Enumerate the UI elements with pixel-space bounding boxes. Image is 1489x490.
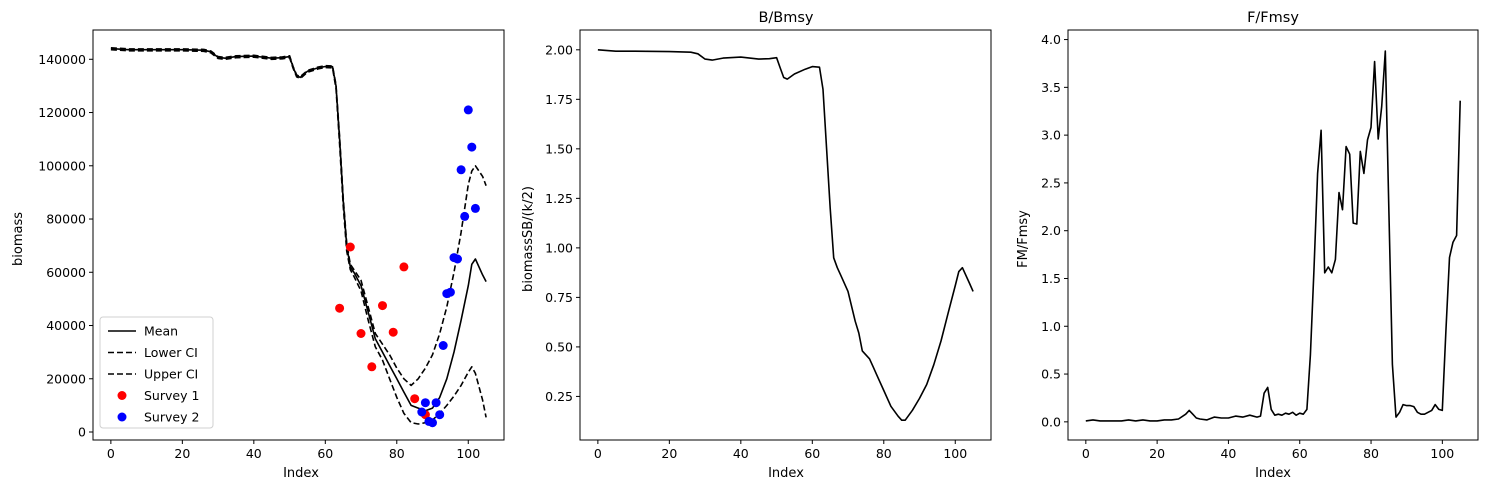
x-axis-label: Index	[283, 466, 319, 481]
y-tick-label: 0.50	[545, 339, 573, 354]
y-tick-label: 3.0	[1041, 128, 1061, 143]
x-tick-label: 60	[804, 446, 820, 461]
x-tick-label: 0	[594, 446, 602, 461]
data-point-survey-1	[388, 327, 398, 337]
plot-frame	[1067, 29, 1479, 441]
data-point-survey-1	[356, 329, 366, 338]
x-tick-label: 40	[733, 446, 749, 461]
y-axis-label: FM/Fmsy	[1016, 210, 1031, 268]
x-tick-label: 80	[389, 446, 405, 461]
y-tick-label: 60000	[46, 265, 86, 280]
y-axis-label: biomass	[11, 212, 26, 266]
panel-title: F/Fmsy	[1247, 10, 1299, 26]
panel-b-bmsy: B/Bmsy Index biomassSB/(k/2) 0 20 40 60 80 10…	[521, 10, 992, 481]
y-tick-label: 40000	[46, 318, 86, 333]
y-tick-label: 2.0	[1041, 223, 1061, 238]
y-tick-label: 80000	[46, 212, 86, 227]
y-tick-label: 3.5	[1041, 80, 1061, 95]
y-tick-label: 140000	[38, 52, 86, 67]
y-tick-label: 4.0	[1041, 32, 1061, 47]
plot-frame	[92, 29, 505, 441]
legend: Mean Lower CI Upper CI Survey 1 Survey 2	[99, 316, 214, 429]
y-tick-label: 100000	[38, 158, 86, 173]
x-axis-label: Index	[1255, 466, 1291, 481]
data-point-survey-1	[378, 301, 387, 311]
legend-swatch-marker	[117, 412, 127, 422]
data-point-survey-2	[445, 287, 455, 297]
data-point-survey-2	[435, 410, 445, 420]
x-tick-label: 100	[943, 446, 967, 461]
y-tick-label: 0.5	[1041, 367, 1061, 382]
legend-label: Survey 2	[144, 410, 199, 425]
panel-f-fmsy: F/Fmsy Index FM/Fmsy 0 20 40 60 80 100 0.0 0.5 1…	[1016, 10, 1479, 481]
x-axis-label: Index	[768, 466, 804, 481]
y-tick-label: 0.75	[545, 290, 573, 305]
data-point-survey-1	[335, 303, 345, 313]
legend-label: Upper CI	[144, 367, 198, 382]
legend-label: Mean	[144, 324, 178, 339]
legend-box	[99, 316, 214, 429]
x-tick-label: 40	[246, 446, 262, 461]
y-tick-label: 20000	[46, 371, 86, 386]
panel-title: B/Bmsy	[758, 10, 813, 26]
y-tick-label: 0.25	[545, 389, 573, 404]
data-point-survey-2	[417, 407, 427, 417]
data-point-survey-1	[367, 362, 377, 372]
x-tick-label: 0	[107, 446, 115, 461]
data-point-survey-1	[345, 242, 355, 252]
data-point-survey-2	[420, 398, 430, 408]
y-axis-label: biomassSB/(k/2)	[521, 186, 536, 292]
legend-label: Survey 1	[144, 388, 199, 403]
y-tick-label: 0.0	[1041, 414, 1061, 429]
data-point-survey-2	[467, 142, 477, 152]
data-point-survey-2	[456, 165, 466, 175]
data-point-survey-2	[438, 341, 448, 350]
x-tick-label: 40	[1220, 446, 1236, 461]
y-tick-label: 1.0	[1041, 319, 1061, 334]
data-point-survey-2	[463, 105, 473, 115]
legend-label: Lower CI	[144, 345, 198, 360]
y-tick-label: 2.5	[1041, 175, 1061, 190]
x-tick-label: 60	[1292, 446, 1308, 461]
y-tick-label: 1.75	[545, 92, 573, 107]
y-tick-label: 2.00	[545, 42, 573, 57]
data-point-survey-2	[453, 254, 462, 264]
series-line-0	[1085, 50, 1461, 422]
series-line-0	[597, 49, 974, 422]
x-tick-label: 100	[456, 446, 480, 461]
legend-swatch-marker	[117, 391, 127, 400]
x-tick-label: 80	[1363, 446, 1379, 461]
y-tick-label: 1.00	[545, 240, 573, 255]
data-point-survey-1	[410, 394, 420, 404]
data-point-survey-2	[431, 398, 441, 408]
x-tick-label: 20	[1149, 446, 1165, 461]
y-tick-label: 1.5	[1041, 271, 1061, 286]
x-tick-label: 20	[661, 446, 677, 461]
x-tick-label: 60	[317, 446, 333, 461]
y-tick-label: 0	[78, 425, 86, 440]
panel-biomass: Index biomass 0 20 40 60 80 100 0 20000 40000 600…	[11, 29, 505, 481]
data-point-survey-2	[428, 418, 437, 428]
data-point-survey-2	[470, 203, 480, 213]
y-tick-label: 1.50	[545, 141, 573, 156]
x-tick-label: 80	[876, 446, 892, 461]
x-tick-label: 100	[1430, 446, 1454, 461]
data-point-survey-2	[460, 211, 470, 221]
x-tick-label: 20	[174, 446, 190, 461]
y-tick-label: 120000	[38, 105, 86, 120]
series-line-lower-ci	[110, 48, 487, 425]
plot-frame	[579, 29, 992, 441]
x-tick-label: 0	[1082, 446, 1090, 461]
y-tick-label: 1.25	[545, 191, 573, 206]
data-point-survey-1	[399, 262, 409, 272]
series-line-upper-ci	[110, 47, 487, 387]
